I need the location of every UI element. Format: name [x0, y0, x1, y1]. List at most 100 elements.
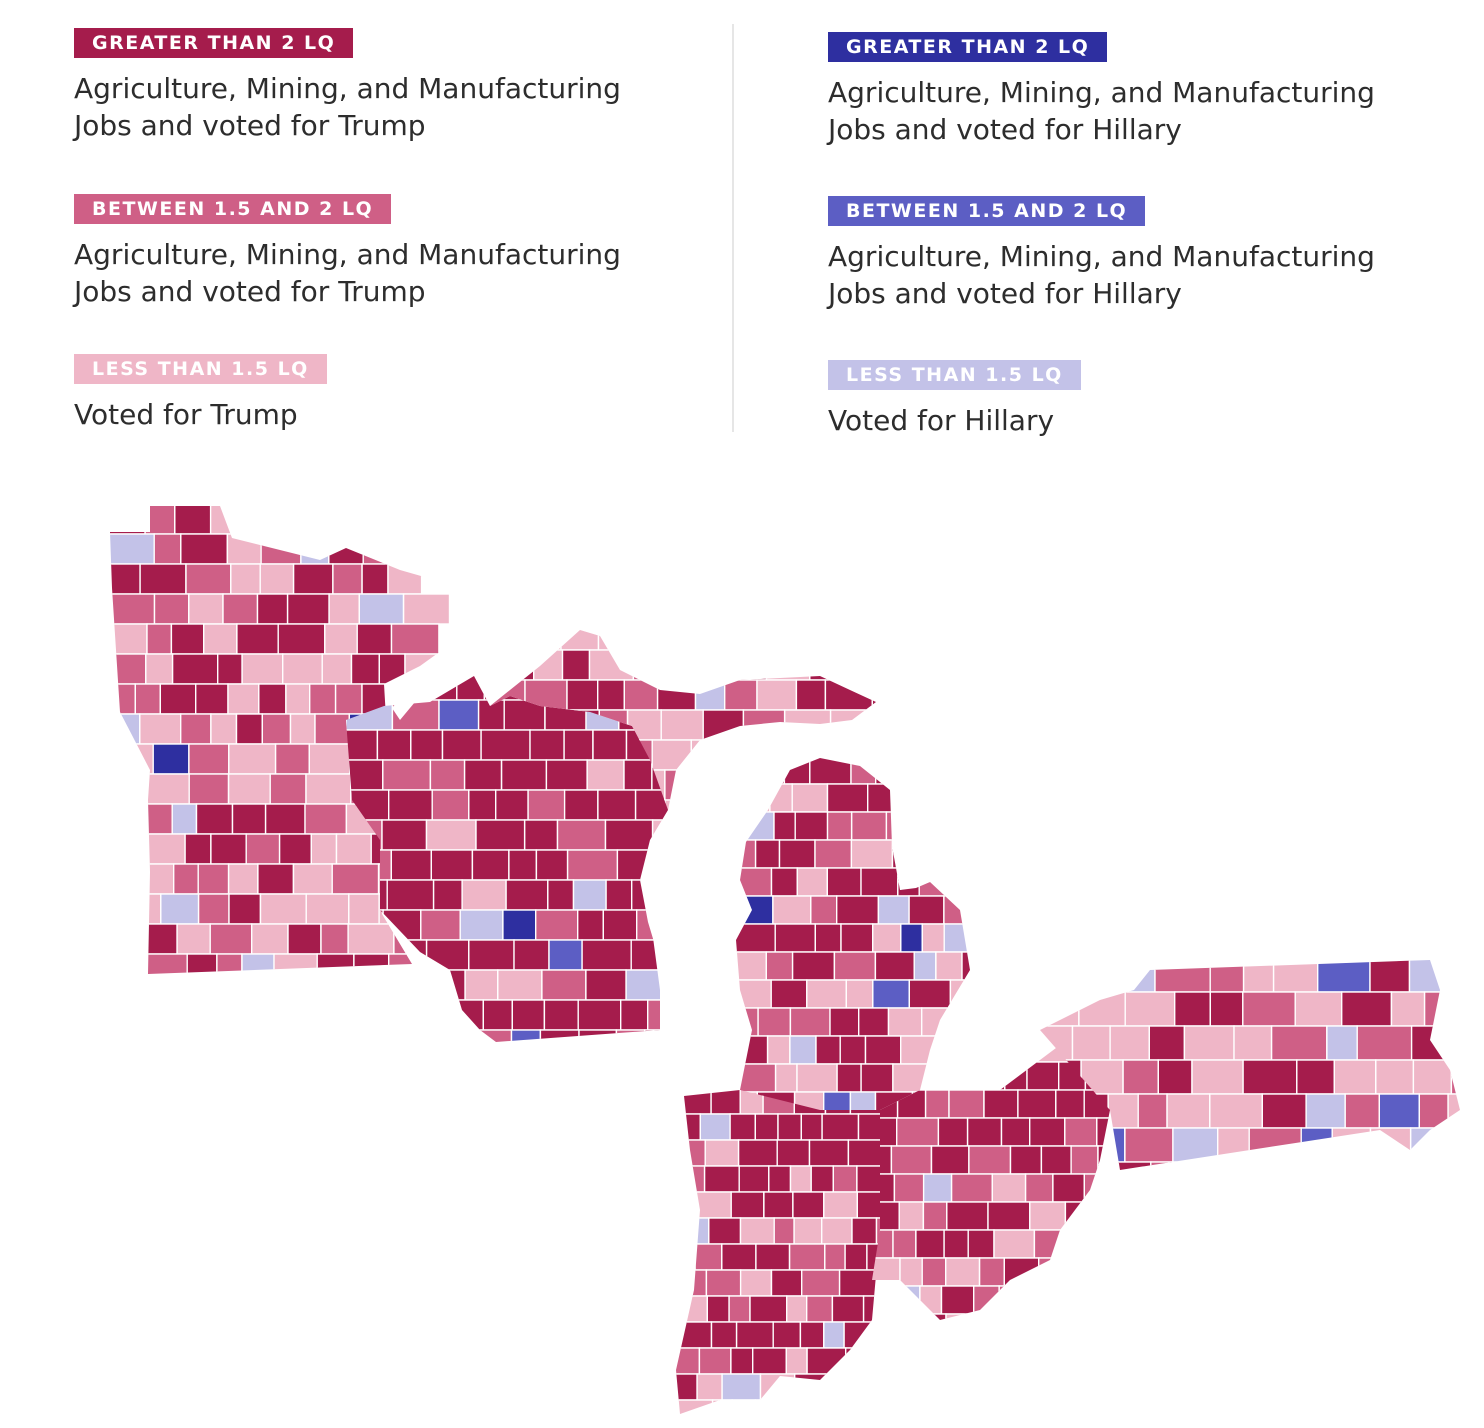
county	[764, 630, 793, 651]
county	[153, 593, 190, 625]
county	[490, 649, 535, 681]
county	[346, 729, 379, 761]
county	[778, 839, 816, 869]
county	[792, 1191, 825, 1219]
county	[904, 1313, 947, 1320]
county	[286, 593, 330, 625]
county	[577, 909, 605, 941]
county	[765, 649, 811, 681]
county	[110, 833, 141, 865]
county	[769, 783, 793, 813]
county	[1003, 1257, 1040, 1287]
county	[597, 679, 626, 711]
county	[968, 1145, 1012, 1175]
county	[1070, 1145, 1099, 1175]
county	[110, 803, 137, 835]
county	[766, 1035, 791, 1065]
county	[475, 819, 526, 851]
county	[1064, 1117, 1098, 1147]
county	[524, 819, 559, 851]
county	[810, 895, 838, 925]
county	[676, 1321, 713, 1349]
county	[1119, 1313, 1120, 1320]
legend-description: Agriculture, Mining, and Manufacturing J…	[828, 76, 1375, 146]
county	[729, 1113, 756, 1141]
county	[216, 953, 243, 974]
county	[810, 1165, 835, 1193]
county	[1410, 1025, 1460, 1061]
county	[656, 679, 697, 711]
county	[241, 653, 284, 685]
county	[736, 979, 772, 1009]
county	[330, 506, 358, 535]
county	[943, 1229, 969, 1259]
county	[735, 1321, 774, 1349]
county	[930, 1145, 970, 1175]
county	[1242, 960, 1275, 993]
county	[694, 679, 726, 711]
county	[839, 1035, 867, 1065]
county	[110, 713, 141, 745]
county	[328, 593, 361, 625]
county	[1078, 991, 1126, 1027]
county	[872, 923, 902, 953]
county	[1412, 1059, 1453, 1095]
county	[1113, 1173, 1120, 1203]
county	[651, 739, 693, 771]
county	[1418, 1093, 1449, 1129]
county	[786, 1295, 808, 1323]
county	[1107, 1093, 1139, 1129]
county	[770, 867, 798, 897]
county	[561, 649, 591, 681]
county	[425, 939, 470, 971]
county	[188, 593, 224, 625]
county	[676, 1295, 708, 1323]
county	[216, 653, 243, 685]
county	[789, 1165, 812, 1193]
county	[413, 506, 450, 535]
county	[258, 683, 287, 715]
county	[382, 759, 432, 791]
county	[946, 1201, 989, 1231]
county	[425, 819, 477, 851]
county	[473, 1029, 513, 1042]
county	[793, 1217, 823, 1245]
county	[799, 1321, 825, 1349]
county	[418, 969, 466, 1001]
county	[597, 789, 637, 821]
county	[877, 710, 923, 740]
county	[620, 999, 649, 1031]
county	[236, 623, 279, 655]
county	[794, 1373, 829, 1401]
county	[285, 683, 311, 715]
county	[772, 895, 812, 925]
county	[228, 743, 277, 775]
county	[1209, 1093, 1264, 1129]
county	[823, 1321, 845, 1349]
county	[676, 1217, 710, 1245]
county	[511, 999, 546, 1031]
county	[964, 895, 970, 925]
county	[578, 1029, 618, 1042]
county	[898, 1201, 925, 1231]
county	[706, 1295, 730, 1323]
county	[588, 649, 635, 681]
county	[110, 893, 135, 925]
county	[1015, 1313, 1059, 1320]
county	[320, 923, 349, 955]
county	[423, 1029, 475, 1042]
county	[361, 563, 389, 595]
county	[429, 759, 466, 791]
county	[1242, 1059, 1298, 1095]
legend-badge: GREATER THAN 2 LQ	[828, 32, 1108, 62]
county	[871, 649, 876, 681]
county	[1172, 1127, 1219, 1163]
county	[139, 923, 178, 955]
legend-divider	[732, 24, 734, 432]
county	[829, 1007, 860, 1037]
county	[1017, 1089, 1057, 1119]
county	[332, 563, 363, 595]
county	[1064, 1201, 1106, 1231]
county	[730, 1191, 765, 1219]
county	[602, 909, 638, 941]
